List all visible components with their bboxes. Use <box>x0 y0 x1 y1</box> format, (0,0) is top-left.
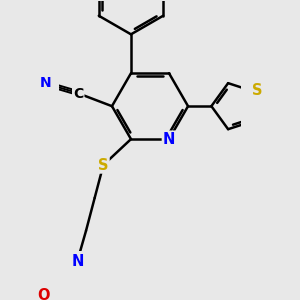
Text: N: N <box>71 254 84 268</box>
Text: C: C <box>73 87 83 101</box>
Text: S: S <box>252 83 262 98</box>
Text: N: N <box>163 132 175 147</box>
Text: O: O <box>37 288 50 300</box>
Text: S: S <box>98 158 109 172</box>
Text: N: N <box>40 76 51 90</box>
